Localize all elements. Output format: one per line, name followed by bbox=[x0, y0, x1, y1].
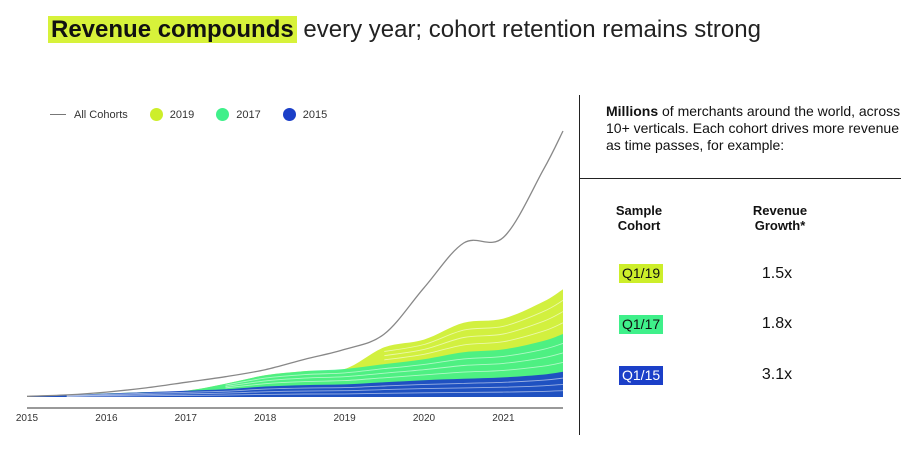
header-line: Sample bbox=[615, 203, 663, 218]
panel-intro: Millions of merchants around the world, … bbox=[606, 103, 901, 154]
legend-label: 2015 bbox=[302, 108, 328, 121]
legend-item-2019: 2019 bbox=[149, 108, 195, 121]
header-line: Revenue bbox=[752, 203, 808, 218]
cohort-badge-q1-19: Q1/19 bbox=[619, 264, 664, 283]
cohort-areas bbox=[27, 289, 563, 397]
title-highlight: Revenue compounds bbox=[48, 16, 297, 43]
x-tick-label: 2015 bbox=[16, 413, 39, 424]
band-2019-ribbon-0 bbox=[384, 322, 564, 361]
title-rest: every year; cohort retention remains str… bbox=[296, 16, 761, 43]
area-2015 bbox=[27, 371, 563, 397]
band-2017-ribbon-0 bbox=[225, 361, 564, 389]
header-sample-cohort: Sample Cohort bbox=[604, 203, 674, 233]
legend-item-2015: 2015 bbox=[282, 108, 328, 121]
all-cohorts-line bbox=[26, 130, 564, 397]
cohort-badge-q1-15: Q1/15 bbox=[619, 366, 664, 385]
band-2019-ribbon-1 bbox=[384, 311, 564, 357]
x-tick-label: 2018 bbox=[254, 413, 277, 424]
growth-value: 3.1x bbox=[761, 366, 793, 383]
band-2019-ribbon-2 bbox=[384, 300, 564, 352]
page-title: Revenue compounds every year; cohort ret… bbox=[48, 16, 761, 44]
header-line: Cohort bbox=[617, 218, 661, 233]
legend-label: 2017 bbox=[236, 108, 261, 121]
vertical-divider bbox=[579, 95, 580, 435]
cohort-lines bbox=[26, 130, 564, 397]
legend-swatch-dot bbox=[282, 108, 296, 121]
x-tick-label: 2019 bbox=[333, 413, 356, 424]
growth-value: 1.8x bbox=[761, 315, 793, 332]
x-ticks: 2015 2016 2017 2018 2019 2020 2021 bbox=[16, 413, 515, 424]
legend-item-all-cohorts: All Cohorts bbox=[50, 109, 128, 121]
header-line: Growth* bbox=[754, 218, 806, 233]
x-tick-label: 2020 bbox=[413, 413, 436, 424]
legend-swatch-dot bbox=[216, 108, 230, 121]
legend-item-2017: 2017 bbox=[216, 108, 261, 121]
horizontal-divider bbox=[579, 178, 901, 179]
legend-swatch-dot bbox=[149, 108, 163, 121]
chart-legend: All Cohorts 2019 2017 2015 bbox=[50, 108, 349, 121]
band-2015-ribbon-0 bbox=[66, 390, 564, 397]
legend-label: 2019 bbox=[169, 108, 195, 121]
x-tick-label: 2016 bbox=[95, 413, 118, 424]
growth-value: 1.5x bbox=[761, 265, 793, 282]
legend-label: All Cohorts bbox=[74, 108, 128, 121]
legend-swatch-line bbox=[50, 114, 66, 115]
intro-bold: Millions bbox=[606, 103, 659, 119]
band-2017-ribbon-1 bbox=[225, 352, 564, 387]
band-2015-ribbon-1 bbox=[66, 383, 564, 397]
band-2017-ribbon-2 bbox=[225, 342, 564, 386]
header-revenue-growth: Revenue Growth* bbox=[740, 203, 820, 233]
x-tick-label: 2017 bbox=[175, 413, 198, 424]
x-tick-label: 2021 bbox=[492, 413, 515, 424]
band-2015-ribbon-2 bbox=[66, 377, 564, 396]
cohort-revenue-chart: 2015 2016 2017 2018 2019 2020 2021 bbox=[16, 130, 564, 424]
intro-rest: of merchants around the world, across 10… bbox=[606, 103, 901, 153]
cohort-badge-q1-17: Q1/17 bbox=[619, 315, 664, 334]
